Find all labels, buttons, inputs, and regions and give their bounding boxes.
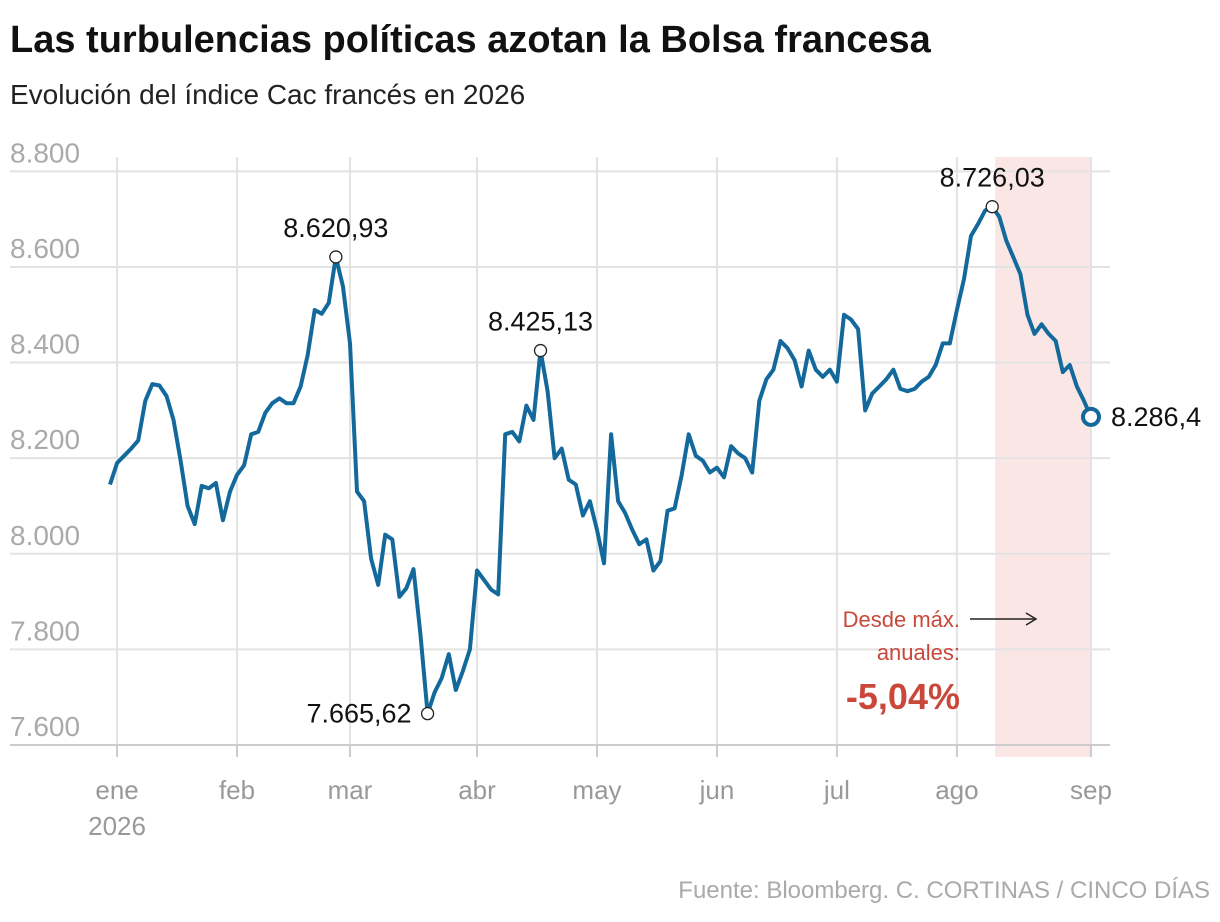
point-marker (533, 343, 548, 358)
x-year-label: 2026 (88, 811, 146, 841)
note-value: -5,04% (846, 676, 960, 717)
y-tick-label: 8.800 (10, 137, 80, 168)
point-marker (985, 200, 999, 214)
plot-area: 7.600 7.800 8.000 8.200 8.400 8.600 8.800 ene fe… (10, 137, 1201, 841)
x-tick-label: sep (1070, 775, 1112, 805)
x-tick-label: ago (935, 775, 978, 805)
note-line: Desde máx. (843, 607, 960, 632)
y-tick-label: 8.200 (10, 424, 80, 455)
x-tick-label: ene (95, 775, 138, 805)
x-tick-label: mar (328, 775, 373, 805)
x-tick-label: feb (219, 775, 255, 805)
value-label: 8.620,93 (283, 213, 388, 243)
point-marker (420, 706, 435, 721)
y-tick-label: 8.600 (10, 233, 80, 264)
y-tick-label: 8.000 (10, 520, 80, 551)
y-tick-label: 8.400 (10, 329, 80, 360)
x-tick-label: jul (823, 775, 850, 805)
chart-subtitle: Evolución del índice Cac francés en 2026 (10, 79, 525, 110)
index-line (108, 204, 1093, 716)
value-label: 8.726,03 (940, 163, 1045, 193)
note-arrowhead (1025, 612, 1038, 626)
value-label: 7.665,62 (306, 699, 411, 729)
note-line: anuales: (877, 640, 960, 665)
last-point (1081, 406, 1101, 427)
x-tick-label: may (572, 775, 621, 805)
x-tick-label: jun (699, 775, 735, 805)
y-tick-label: 7.800 (10, 615, 80, 646)
value-label: 8.286,4 (1111, 402, 1201, 432)
chart-title: Las turbulencias políticas azotan la Bol… (10, 19, 932, 61)
value-label: 8.425,13 (488, 307, 593, 337)
source: Fuente: Bloomberg. C. CORTINAS / CINCO D… (678, 877, 1210, 904)
y-tick-label: 7.600 (10, 711, 80, 742)
point-marker (329, 250, 343, 264)
x-tick-label: abr (458, 775, 496, 805)
